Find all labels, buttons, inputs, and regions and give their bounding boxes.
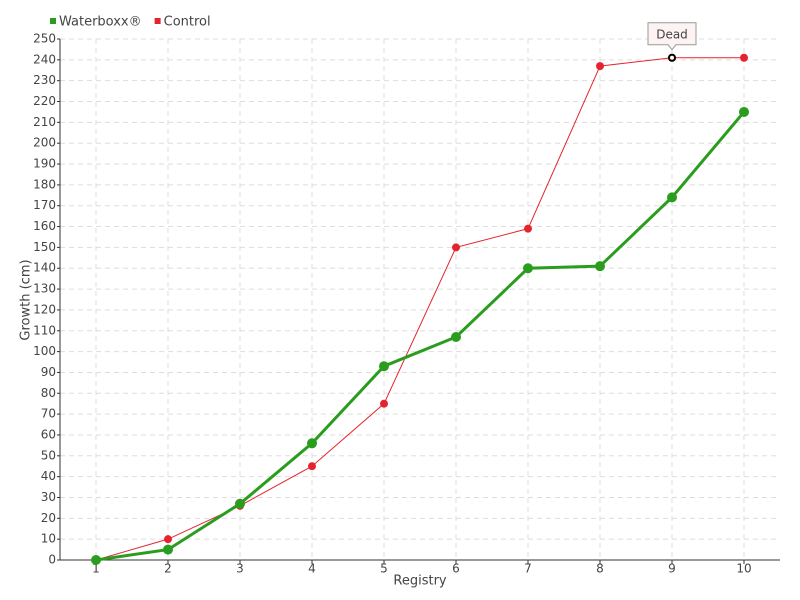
- y-tick-label: 120: [33, 302, 56, 316]
- data-point: [596, 62, 604, 71]
- x-axis-label: Registry: [393, 574, 447, 589]
- data-point: [524, 224, 532, 233]
- y-tick-label: 110: [33, 323, 56, 337]
- data-point: [91, 555, 101, 565]
- y-tick-label: 170: [33, 198, 56, 212]
- y-tick-label: 80: [41, 386, 56, 400]
- y-tick-label: 240: [33, 52, 56, 66]
- data-point: [235, 498, 245, 509]
- annotation-point: [668, 53, 676, 62]
- x-tick-label: 7: [524, 562, 532, 576]
- x-tick-label: 9: [668, 562, 676, 576]
- y-tick-label: 250: [33, 32, 56, 46]
- data-point: [739, 106, 749, 117]
- y-tick-label: 200: [33, 136, 56, 150]
- x-tick-label: 5: [380, 562, 388, 576]
- legend-marker: [50, 18, 56, 24]
- y-tick-label: 100: [33, 344, 56, 358]
- y-axis-label: Growth (cm): [19, 259, 34, 340]
- series-line: [95, 110, 746, 562]
- data-point: [307, 438, 317, 449]
- y-tick-label: 70: [41, 407, 56, 421]
- x-tick-label: 1: [92, 562, 100, 576]
- series-line: [95, 57, 744, 561]
- y-tick-label: 40: [41, 469, 56, 483]
- y-tick-label: 20: [41, 511, 56, 525]
- y-tick-label: 220: [33, 94, 56, 108]
- x-tick-label: 3: [236, 562, 244, 576]
- data-point: [379, 361, 389, 372]
- x-tick-label: 8: [596, 562, 604, 576]
- y-tick-label: 150: [33, 240, 56, 254]
- y-tick-label: 30: [41, 490, 56, 504]
- x-tick-label: 4: [308, 562, 316, 576]
- y-tick-label: 60: [41, 427, 56, 441]
- y-tick-label: 130: [33, 282, 56, 296]
- y-tick-label: 230: [33, 73, 56, 87]
- data-point: [164, 535, 172, 544]
- y-tick-label: 10: [41, 532, 56, 546]
- data-point: [740, 53, 748, 62]
- y-tick-label: 210: [33, 115, 56, 129]
- data-point: [451, 332, 461, 343]
- y-tick-label: 50: [41, 448, 56, 462]
- y-tick-label: 0: [48, 553, 56, 567]
- y-tick-label: 140: [33, 261, 56, 275]
- data-point: [667, 192, 677, 203]
- y-tick-label: 180: [33, 177, 56, 191]
- legend-marker: [154, 18, 161, 24]
- x-tick-label: 6: [452, 562, 460, 576]
- data-point: [308, 462, 316, 471]
- y-tick-label: 90: [41, 365, 56, 379]
- y-tick-label: 190: [33, 157, 56, 171]
- data-point: [163, 544, 173, 555]
- data-point: [452, 243, 460, 252]
- y-tick-label: 160: [33, 219, 56, 233]
- legend-label: Waterboxx®: [59, 15, 142, 30]
- legend-label: Control: [164, 15, 211, 30]
- x-tick-label: 2: [164, 562, 172, 576]
- annotation-box: [647, 22, 697, 51]
- annotation-label: Dead: [656, 27, 688, 41]
- x-tick-label: 10: [736, 562, 751, 576]
- data-point: [595, 261, 605, 272]
- data-point: [523, 263, 533, 274]
- data-point: [380, 399, 388, 408]
